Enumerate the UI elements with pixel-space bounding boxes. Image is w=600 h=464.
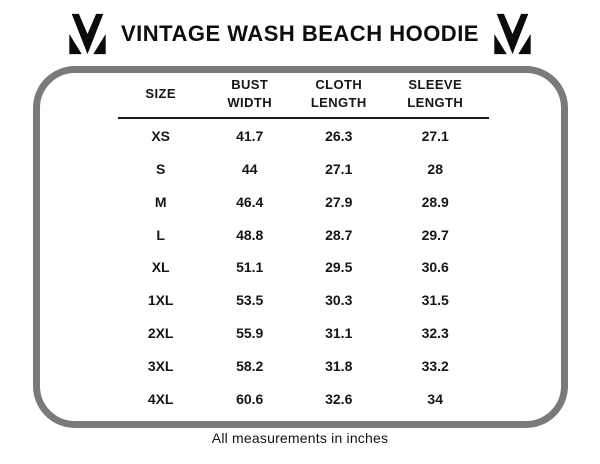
measurement-cell: 26.3 xyxy=(325,127,353,144)
measurement-cell: 34 xyxy=(427,390,443,407)
table-row: S 44 27.1 28 xyxy=(118,153,489,186)
table-row: M 46.4 27.9 28.9 xyxy=(118,185,489,218)
brand-monogram-icon-left xyxy=(63,12,112,56)
size-cell: 1XL xyxy=(147,292,174,309)
size-cell: S xyxy=(155,161,166,178)
size-cell: L xyxy=(156,226,165,243)
measurement-cell: 29.7 xyxy=(421,226,449,243)
measurement-cell: 31.5 xyxy=(421,292,449,309)
size-table: SIZE BUST WIDTH CLOTH LENGTH SLEEVE LENGTH … xyxy=(118,73,489,415)
measurement-units-note: All measurements in inches xyxy=(211,430,389,446)
table-row: XL 51.1 29.5 30.6 xyxy=(118,251,489,284)
table-body: XS 41.7 26.3 27.1 S 44 27.1 28 M 46.4 27.9 28.9 L 48.… xyxy=(118,118,489,415)
measurement-cell: 32.3 xyxy=(421,324,449,341)
measurement-cell: 33.2 xyxy=(421,357,449,374)
measurement-cell: 46.4 xyxy=(236,193,264,210)
measurement-cell: 31.1 xyxy=(325,324,353,341)
measurement-cell: 55.9 xyxy=(236,324,264,341)
measurement-cell: 44 xyxy=(241,161,258,178)
page-title: VINTAGE WASH BEACH HOODIE xyxy=(120,21,479,46)
measurement-cell: 48.8 xyxy=(236,226,264,243)
column-header: BUST WIDTH xyxy=(203,73,297,120)
size-cell: 4XL xyxy=(147,390,174,407)
table-row: XS 41.7 26.3 27.1 xyxy=(118,118,489,153)
size-cell: XL xyxy=(151,259,170,276)
table-header-row: SIZE BUST WIDTH CLOTH LENGTH SLEEVE LENGTH xyxy=(118,73,489,120)
measurement-cell: 51.1 xyxy=(236,259,264,276)
table-row: 2XL 55.9 31.1 32.3 xyxy=(118,317,489,350)
size-chart-panel: SIZE BUST WIDTH CLOTH LENGTH SLEEVE LENGTH … xyxy=(33,66,568,428)
column-header: SIZE xyxy=(118,73,204,120)
brand-monogram-icon-right xyxy=(488,12,537,56)
measurement-cell: 41.7 xyxy=(236,127,264,144)
measurement-cell: 27.1 xyxy=(325,161,353,178)
measurement-cell: 28.7 xyxy=(325,226,353,243)
measurement-cell: 29.5 xyxy=(325,259,353,276)
size-cell: 2XL xyxy=(147,324,174,341)
measurement-cell: 60.6 xyxy=(236,390,264,407)
size-cell: XS xyxy=(151,127,170,144)
table-row: 3XL 58.2 31.8 33.2 xyxy=(118,349,489,382)
measurement-cell: 28.9 xyxy=(421,193,449,210)
column-header: CLOTH LENGTH xyxy=(296,73,382,120)
measurement-cell: 30.3 xyxy=(325,292,353,309)
measurement-cell: 30.6 xyxy=(421,259,449,276)
measurement-cell: 32.6 xyxy=(325,390,353,407)
measurement-cell: 31.8 xyxy=(325,357,353,374)
column-header: SLEEVE LENGTH xyxy=(381,73,489,120)
table-row: 1XL 53.5 30.3 31.5 xyxy=(118,284,489,317)
brand-header: VINTAGE WASH BEACH HOODIE xyxy=(0,8,600,60)
size-cell: M xyxy=(154,193,167,210)
table-header: SIZE BUST WIDTH CLOTH LENGTH SLEEVE LENGTH xyxy=(118,73,489,120)
measurement-cell: 28 xyxy=(427,161,443,178)
measurement-cell: 27.9 xyxy=(325,193,353,210)
table-row: 4XL 60.6 32.6 34 xyxy=(118,382,489,415)
measurement-cell: 58.2 xyxy=(236,357,264,374)
size-cell: 3XL xyxy=(147,357,174,374)
measurement-cell: 53.5 xyxy=(236,292,264,309)
measurement-cell: 27.1 xyxy=(421,127,449,144)
table-row: L 48.8 28.7 29.7 xyxy=(118,218,489,251)
